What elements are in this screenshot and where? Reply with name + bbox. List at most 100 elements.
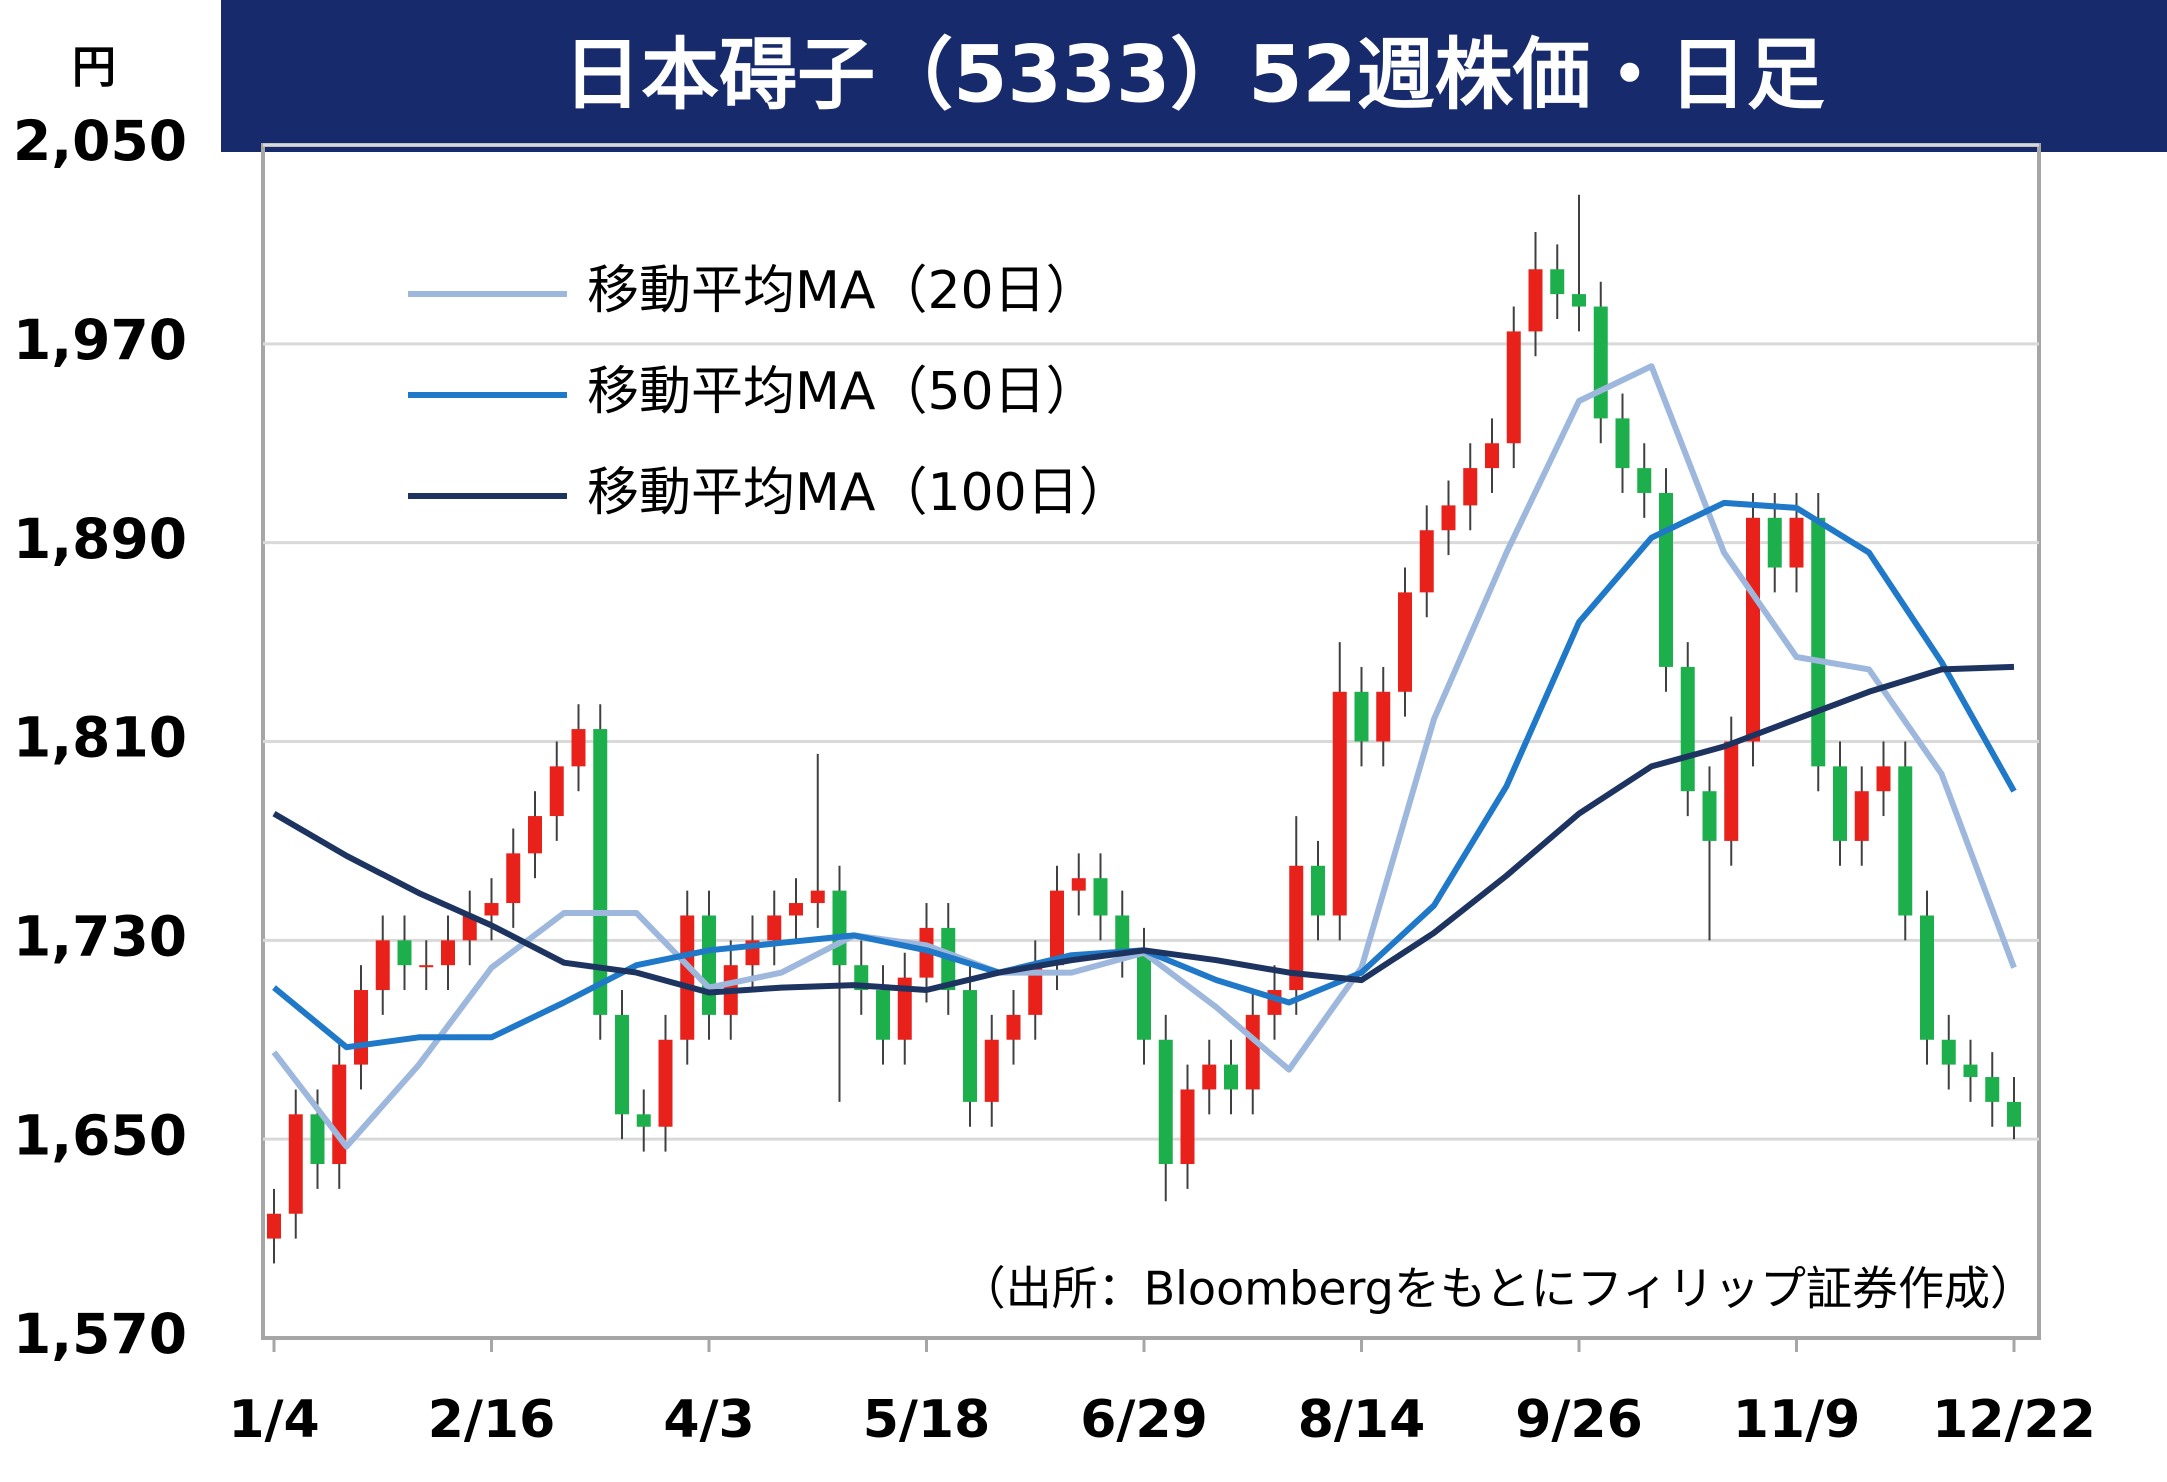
- axes: 1,570 1,650 1,730 1,810 1,890 1,970 2,050 1/4 2/…: [13, 109, 2096, 1450]
- candle-body: [1028, 965, 1043, 1015]
- candle-body: [1550, 269, 1565, 295]
- candle-body: [1811, 517, 1826, 767]
- candle-body: [267, 1213, 281, 1239]
- candle-body: [615, 1014, 629, 1115]
- y-tick-label: 1,650: [13, 1103, 187, 1167]
- x-tick-label: 6/29: [1080, 1390, 1208, 1450]
- candle-body: [1050, 890, 1064, 966]
- candle-body: [832, 890, 847, 966]
- unit-label: 円: [72, 42, 116, 93]
- chart-title: 日本碍子（5333）52週株価・日足: [563, 30, 1825, 120]
- candle-body: [1398, 592, 1412, 692]
- candle-body: [1463, 468, 1478, 506]
- candle-body: [1767, 517, 1782, 568]
- candle-body: [1963, 1064, 1978, 1078]
- ma-line: [272, 663, 2015, 996]
- candle-body: [549, 766, 564, 817]
- candle-body: [441, 940, 455, 966]
- candle-body: [1854, 791, 1869, 841]
- candle-body: [767, 915, 782, 941]
- candle-body: [963, 990, 977, 1102]
- candle-body: [1376, 691, 1391, 742]
- y-tick-label: 1,890: [13, 507, 187, 571]
- candle-body: [1245, 1014, 1260, 1090]
- candle-body: [1572, 294, 1586, 307]
- legend-label: 移動平均MA（100日）: [587, 463, 1131, 523]
- candle-body: [1985, 1077, 2000, 1102]
- candle-body: [354, 990, 368, 1065]
- candle-body: [1071, 878, 1086, 891]
- candle-body: [484, 903, 499, 916]
- moving-averages: [271, 363, 2017, 1150]
- y-tick-label: 1,810: [13, 706, 187, 770]
- candle-body: [636, 1114, 651, 1127]
- x-tick-label: 12/22: [1932, 1390, 2096, 1450]
- candle-body: [1115, 915, 1130, 953]
- candle-body: [1093, 878, 1108, 916]
- candle-body: [984, 1039, 999, 1102]
- candle-body: [1789, 517, 1804, 568]
- candle-body: [1833, 766, 1847, 841]
- x-tick-label: 2/16: [428, 1390, 556, 1450]
- candle-body: [397, 940, 412, 966]
- candle-body: [375, 940, 390, 991]
- legend-label: 移動平均MA（20日）: [587, 261, 1098, 321]
- candle-body: [1702, 791, 1717, 841]
- candle-body: [1158, 1039, 1173, 1165]
- candle-body: [1659, 492, 1673, 667]
- candle-body: [1746, 517, 1760, 742]
- candle-body: [680, 915, 695, 1040]
- candle-body: [702, 915, 716, 1015]
- candle-body: [1941, 1039, 1956, 1065]
- candle-body: [789, 903, 803, 916]
- x-tick-label: 1/4: [228, 1390, 319, 1450]
- candle-body: [1311, 865, 1325, 916]
- candle-body: [1289, 865, 1304, 991]
- candle-body: [1224, 1064, 1238, 1090]
- candle-body: [528, 816, 542, 854]
- y-tick-label: 1,570: [13, 1302, 187, 1366]
- candle-body: [1593, 306, 1608, 419]
- candle-body: [1528, 269, 1543, 332]
- candle-body: [506, 853, 521, 904]
- candle-body: [658, 1039, 673, 1127]
- candle-body: [1441, 505, 1456, 531]
- candle-body: [1898, 766, 1913, 916]
- candle-body: [1332, 691, 1347, 916]
- x-tick-label: 8/14: [1298, 1390, 1426, 1450]
- source-note: （出所：Bloombergをもとにフィリップ証券作成）: [960, 1262, 2036, 1316]
- legend: 移動平均MA（20日） 移動平均MA（50日） 移動平均MA（100日）: [408, 261, 1131, 523]
- candle-body: [1485, 443, 1499, 469]
- title-bar: [221, 0, 2167, 152]
- candle-body: [332, 1064, 347, 1165]
- candle-body: [2007, 1101, 2021, 1127]
- y-tick-label: 2,050: [13, 109, 187, 173]
- candle-body: [310, 1114, 325, 1165]
- candle-body: [1876, 766, 1891, 792]
- candle-body: [897, 977, 912, 1040]
- candles: [267, 194, 2021, 1264]
- legend-label: 移動平均MA（50日）: [587, 362, 1098, 422]
- x-tick-label: 9/26: [1515, 1390, 1643, 1450]
- candle-body: [1615, 418, 1630, 469]
- candle-body: [462, 915, 477, 941]
- candle-body: [1180, 1089, 1195, 1165]
- candle-body: [419, 965, 434, 968]
- candle-body: [1637, 468, 1652, 493]
- x-tick-label: 11/9: [1733, 1390, 1861, 1450]
- y-tick-label: 1,730: [13, 904, 187, 968]
- candle-body: [1419, 530, 1434, 593]
- candle-body: [1006, 1014, 1021, 1040]
- candle-body: [1137, 952, 1151, 1040]
- x-tick-label: 5/18: [863, 1390, 991, 1450]
- candle-body: [810, 890, 825, 904]
- candle-body: [571, 729, 586, 767]
- candle-body: [876, 990, 890, 1040]
- candle-body: [1724, 741, 1739, 841]
- candle-body: [1920, 915, 1934, 1040]
- candle-body: [1354, 691, 1369, 742]
- y-tick-label: 1,970: [13, 308, 187, 372]
- candle-body: [1680, 666, 1695, 792]
